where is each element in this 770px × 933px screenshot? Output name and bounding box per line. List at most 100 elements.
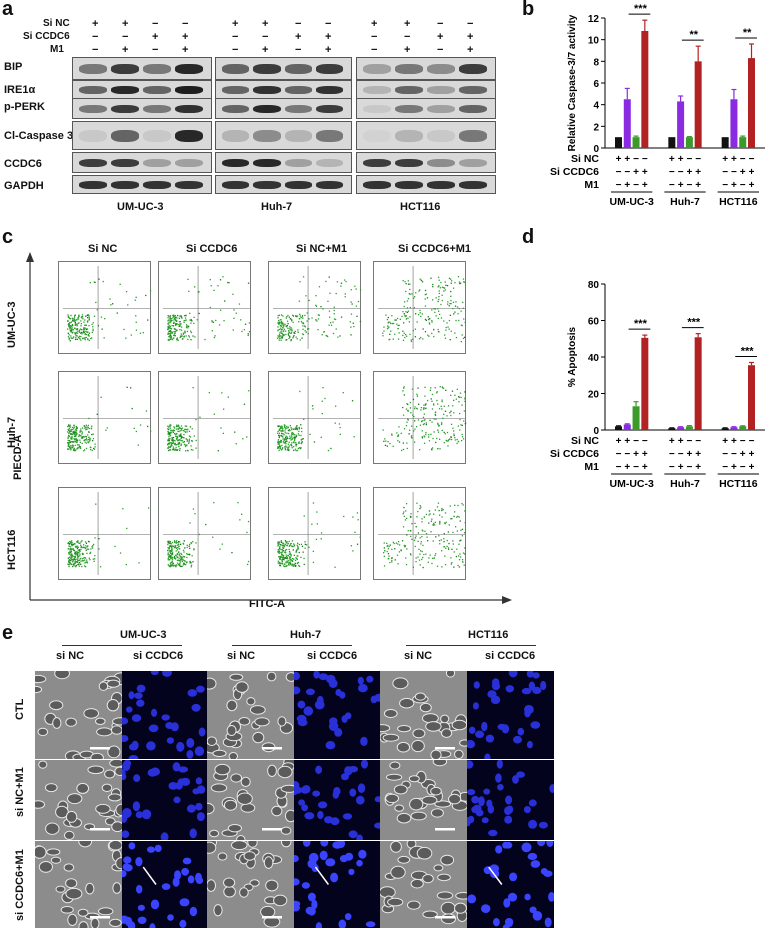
flow-plot (158, 371, 251, 464)
condition-sign: − (722, 180, 728, 191)
blot-sign: − (152, 44, 159, 56)
blot-band (395, 86, 423, 94)
condition-sign: − (722, 449, 728, 460)
significance-label: ** (689, 29, 698, 41)
y-tick-label: 10 (588, 36, 600, 47)
condition-sign: + (669, 154, 675, 165)
group-label-umuc3: UM-UC-3 (117, 201, 164, 213)
micro-sub-sinc-2: si NC (227, 650, 256, 662)
condition-sign: + (731, 462, 737, 473)
condition-sign: + (749, 180, 755, 191)
bar (668, 428, 676, 430)
blot-sign: + (295, 31, 302, 43)
bar (677, 427, 685, 430)
bar (615, 137, 622, 148)
blot-strip (356, 57, 496, 80)
flow-scatter (163, 266, 251, 349)
condition-sign: − (624, 449, 630, 460)
condition-sign: − (740, 436, 746, 447)
blot-sign: − (92, 44, 99, 56)
blot-band (222, 86, 250, 94)
hoechst-stain-image (119, 841, 207, 933)
flow-scatter (378, 376, 467, 459)
micro-sub-siccdc6-1: si CCDC6 (133, 650, 184, 662)
blot-band (143, 158, 171, 168)
blot-band (79, 64, 107, 74)
condition-sign: − (669, 180, 675, 191)
hoechst-stain-image (118, 759, 207, 842)
blot-band (111, 64, 139, 74)
blot-strip (72, 98, 212, 119)
group-label: HCT116 (719, 478, 758, 490)
blot-band (175, 158, 203, 168)
flow-plot (373, 371, 467, 464)
y-tick-label: 6 (593, 79, 599, 90)
micro-sub-siccdc6-2: si CCDC6 (307, 650, 358, 662)
blot-band (284, 129, 312, 142)
blot-band (222, 129, 250, 142)
blot-band (253, 104, 281, 114)
blot-band (222, 158, 250, 168)
protein-label-bip: BIP (4, 61, 23, 73)
hoechst-stain-image (118, 668, 207, 762)
protein-label-clcaspase3: Cl-Caspase 3 (4, 130, 74, 142)
blot-sign: − (152, 18, 159, 30)
significance-label: ** (743, 27, 752, 39)
micro-cells (201, 836, 292, 928)
flow-col-sincm1: Si NC+M1 (296, 243, 348, 255)
condition-sign: + (686, 449, 692, 460)
blot-sign: + (404, 18, 411, 30)
phase-contrast-image (199, 756, 298, 845)
blot-band (175, 104, 203, 114)
arrow-icon (142, 866, 157, 885)
flow-col-siccdc6: Si CCDC6 (186, 243, 238, 255)
blot-sign: − (371, 31, 378, 43)
micro-cells (118, 759, 206, 842)
micro-row-siccdc6m1: si CCDC6+M1 (14, 849, 26, 921)
blot-band (459, 64, 487, 74)
blot-band (363, 129, 391, 142)
hoechst-stain-image (290, 670, 384, 759)
blot-band (459, 181, 487, 189)
blot-sign: + (122, 44, 129, 56)
flow-col-siccdc6m1: Si CCDC6+M1 (398, 243, 472, 255)
blot-sign: − (371, 44, 378, 56)
flow-axes-arrows (26, 252, 512, 604)
group-label-hct116: HCT116 (400, 201, 441, 213)
condition-sign: − (642, 436, 648, 447)
bar (721, 428, 729, 430)
condition-sign: + (722, 154, 728, 165)
condition-sign: + (740, 167, 746, 178)
blot-sign: + (182, 44, 189, 56)
condition-sign: − (695, 436, 701, 447)
blot-strip (215, 98, 352, 119)
condition-label: Si CCDC6 (550, 448, 599, 460)
condition-sign: + (686, 167, 692, 178)
group-label: UM-UC-3 (610, 478, 654, 490)
micro-cells (290, 670, 384, 750)
flow-plot (58, 487, 151, 580)
condition-sign: + (749, 167, 755, 178)
y-tick-label: 80 (588, 280, 600, 291)
blot-strip (72, 80, 212, 99)
condition-label: Si CCDC6 (550, 166, 599, 178)
cond-label-sinc: Si NC (43, 18, 70, 29)
panel-label-a: a (2, 0, 14, 20)
blot-strip (72, 152, 212, 173)
protein-label-gapdh: GAPDH (4, 180, 44, 192)
micro-cells (289, 759, 384, 843)
condition-sign: − (633, 462, 639, 473)
micro-cells (463, 759, 556, 837)
blot-band (315, 158, 343, 168)
condition-sign: − (624, 167, 630, 178)
micro-cells (31, 758, 129, 841)
blot-band (175, 129, 203, 142)
condition-sign: + (633, 167, 639, 178)
condition-sign: − (616, 180, 622, 191)
micro-cell-umuc3: UM-UC-3 (120, 629, 167, 641)
condition-sign: + (624, 180, 630, 191)
blot-sign: + (232, 18, 239, 30)
arrow-icon (314, 866, 330, 885)
condition-sign: + (749, 449, 755, 460)
